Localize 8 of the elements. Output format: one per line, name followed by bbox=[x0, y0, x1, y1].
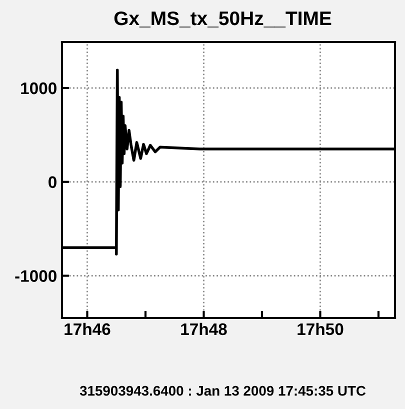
x-tick-label: 17h48 bbox=[181, 322, 227, 336]
text: 315903943.6400 : Jan 13 2009 17:45:35 UTC bbox=[80, 386, 366, 396]
y-tick-label: 0 bbox=[48, 176, 56, 188]
x-tick-label: 17h46 bbox=[64, 322, 110, 336]
x-tick-label: 17h50 bbox=[298, 322, 344, 336]
y-tick-label: -1000 bbox=[15, 270, 56, 282]
chart-title: Gx_MS_tx_50Hz__TIME bbox=[114, 11, 332, 28]
y-tick-label: 1000 bbox=[21, 82, 56, 94]
